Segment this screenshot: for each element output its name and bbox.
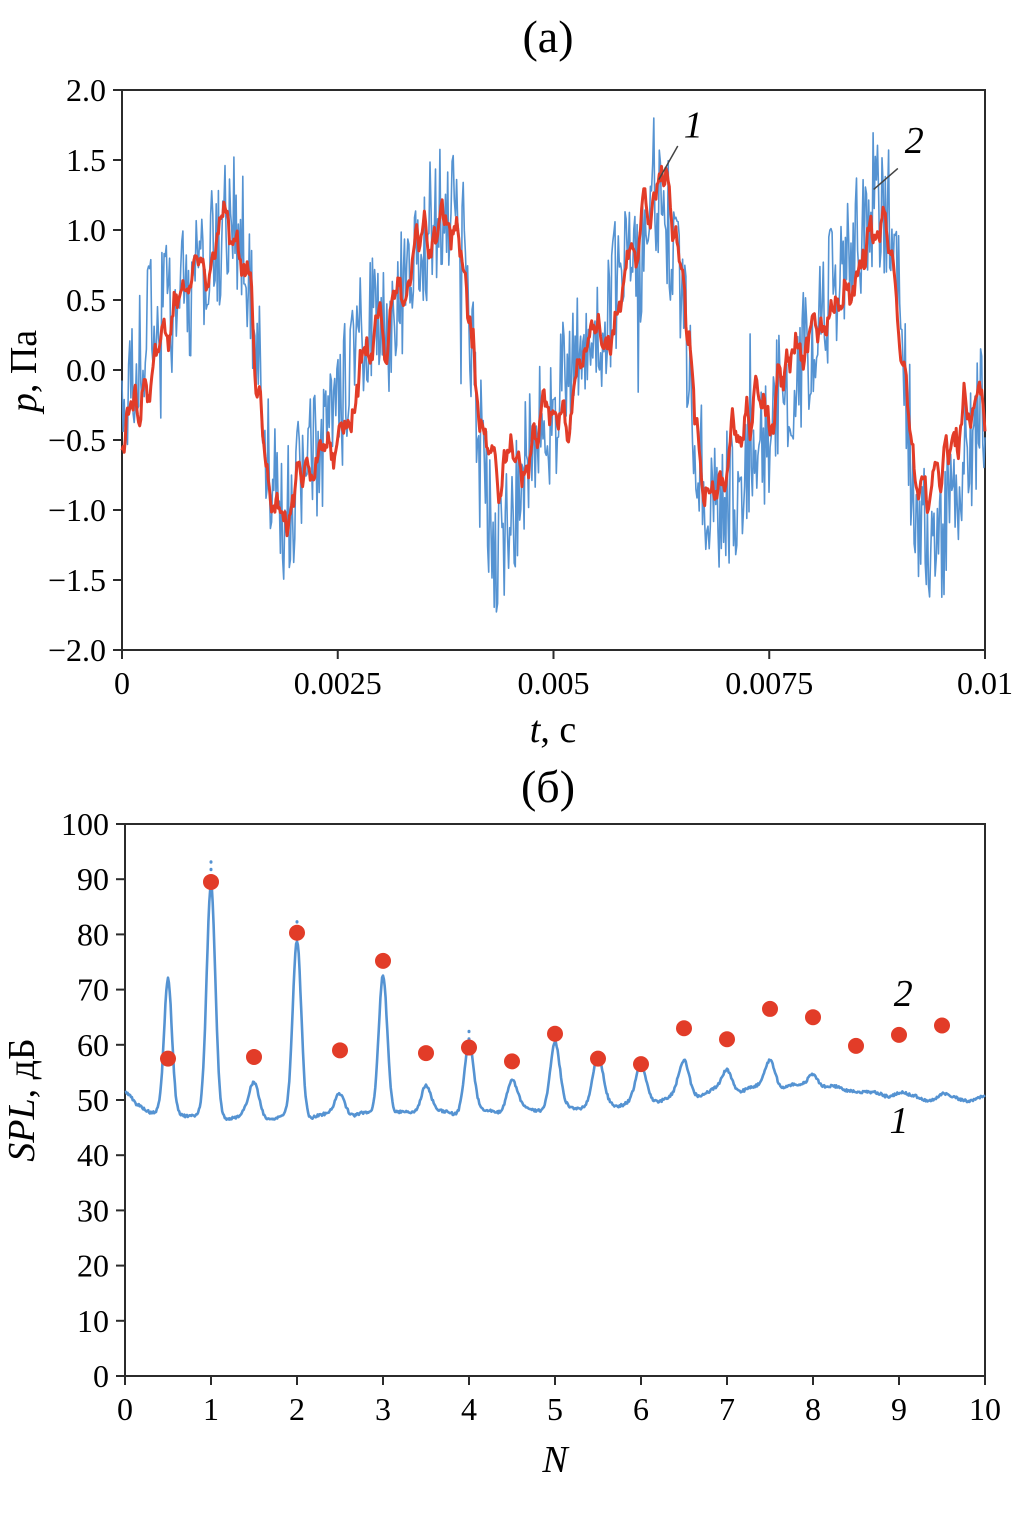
series-2-point	[375, 952, 391, 969]
curve-label-1: 1	[890, 1100, 909, 1142]
panel-b-xlabel: N	[541, 1439, 570, 1481]
x-tick-label: 0.0075	[725, 665, 813, 701]
x-tick-label: 0.0025	[294, 665, 382, 701]
panel-a-ylabel: p, Па	[3, 330, 45, 415]
panel-b: (б) SPL, дБ N 0 1 2 3 4 5 6 7 8 9 1001020304050607…	[1, 761, 1001, 1481]
x-tick-label: 0.005	[518, 665, 590, 701]
x-tick-label: 8	[805, 1391, 821, 1427]
x-tick-label: 0.01	[957, 665, 1013, 701]
y-tick-label: 0.0	[66, 352, 106, 388]
y-tick-label: −1.0	[48, 492, 106, 528]
panel-a-xlabel: t, с	[530, 709, 576, 751]
series-2-line	[120, 164, 987, 538]
series-2-point	[332, 1042, 348, 1059]
annotation-leader-line	[658, 145, 679, 180]
series-2-point	[934, 1017, 950, 1034]
series-1-line	[124, 883, 986, 1121]
series-2-point	[246, 1048, 262, 1065]
x-tick-label: 2	[289, 1391, 305, 1427]
series-2-point	[719, 1031, 735, 1048]
y-tick-label: −0.5	[48, 422, 106, 458]
series-2-point	[418, 1045, 434, 1062]
y-tick-label: 80	[77, 916, 109, 952]
x-tick-label: 5	[547, 1391, 563, 1427]
curve-label-2: 2	[894, 973, 913, 1015]
x-tick-label: 3	[375, 1391, 391, 1427]
y-tick-label: 100	[61, 806, 109, 842]
y-tick-label: 30	[77, 1192, 109, 1228]
panel-a: (а) p, Па t, с 0 0.0025 0.005 0.0075 0.012.0…	[3, 11, 1013, 751]
y-tick-label: 50	[77, 1082, 109, 1118]
y-tick-label: −1.5	[48, 562, 106, 598]
y-tick-label: 70	[77, 972, 109, 1008]
series-2-point	[762, 1000, 778, 1017]
panel-a-plot-area: 0 0.0025 0.005 0.0075 0.01 2.0 1.5 1.0 0.5 0.0 −0.…	[48, 72, 1013, 701]
series-2-point	[461, 1039, 477, 1056]
y-tick-label: 1.0	[66, 212, 106, 248]
x-tick-label: 6	[633, 1391, 649, 1427]
curve-label-2: 2	[905, 120, 924, 162]
series-2-point	[547, 1025, 563, 1042]
x-tick-label: 7	[719, 1391, 735, 1427]
x-tick-label: 1	[203, 1391, 219, 1427]
series-2-point	[848, 1037, 864, 1054]
y-tick-label: 0.5	[66, 282, 106, 318]
panel-b-ylabel: SPL, дБ	[1, 1038, 43, 1162]
x-tick-label: 4	[461, 1391, 477, 1427]
panel-a-title: (а)	[522, 11, 573, 62]
series-2-point	[676, 1020, 692, 1037]
series-2-point	[590, 1050, 606, 1067]
panel-b-title: (б)	[521, 761, 575, 812]
x-tick-label: 0	[117, 1391, 133, 1427]
series-2-point	[805, 1009, 821, 1026]
series-2-point	[289, 924, 305, 941]
series-2-point	[891, 1026, 907, 1043]
y-tick-label: 40	[77, 1137, 109, 1173]
y-tick-label: 2.0	[66, 72, 106, 108]
axes: 0 0.0025 0.005 0.0075 0.01 2.0 1.5 1.0 0.5 0.0 −0.…	[48, 72, 1013, 701]
y-tick-label: 90	[77, 861, 109, 897]
series-2-point	[203, 873, 219, 890]
series-2-points	[160, 873, 950, 1073]
curve-label-1: 1	[684, 105, 703, 147]
y-tick-label: 0	[93, 1358, 109, 1394]
annotation-leader-line	[873, 167, 899, 190]
x-tick-label: 0	[114, 665, 130, 701]
y-tick-label: −2.0	[48, 632, 106, 668]
series-2-point	[160, 1050, 176, 1067]
y-tick-label: 60	[77, 1027, 109, 1063]
x-tick-label: 9	[891, 1391, 907, 1427]
y-tick-label: 1.5	[66, 142, 106, 178]
x-tick-label: 10	[969, 1391, 1001, 1427]
series-2-point	[504, 1053, 520, 1070]
y-tick-label: 10	[77, 1303, 109, 1339]
series-1-line	[121, 117, 986, 613]
series-2-point	[633, 1056, 649, 1073]
y-tick-label: 20	[77, 1248, 109, 1284]
